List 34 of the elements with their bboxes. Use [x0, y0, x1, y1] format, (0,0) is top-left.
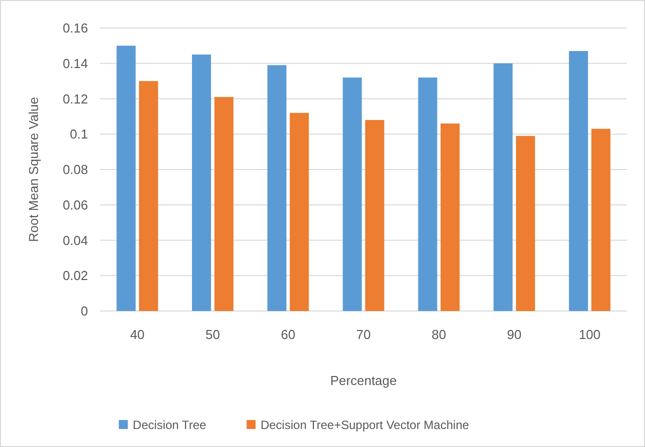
x-tick-label: 50 [205, 327, 220, 342]
bar [214, 96, 234, 311]
y-tick-label: 0.14 [62, 56, 88, 71]
bar [139, 81, 158, 311]
x-tick-label: 100 [578, 327, 601, 342]
bar [116, 46, 136, 311]
y-tick-label: 0 [80, 304, 88, 319]
bar [267, 65, 286, 311]
bar [494, 63, 513, 311]
bar [365, 120, 384, 311]
bar [192, 54, 212, 311]
x-tick-label: 70 [356, 327, 371, 342]
x-tick-label: 90 [507, 327, 522, 342]
x-tick-label: 60 [280, 327, 296, 342]
bar [418, 78, 438, 311]
y-tick-label: 0.04 [62, 232, 88, 248]
bar [516, 136, 536, 311]
y-tick-label: 0.1 [70, 126, 88, 142]
y-tick-label: 0.12 [62, 91, 88, 106]
y-axis-title: Root Mean Square Value [26, 96, 41, 242]
x-tick-label: 40 [130, 327, 145, 342]
y-tick-label: 0.06 [62, 197, 88, 212]
legend-label: Decision Tree [132, 418, 206, 432]
bar [591, 128, 610, 311]
bar [290, 112, 309, 311]
bar [568, 50, 588, 311]
bar [342, 78, 362, 311]
y-tick-label: 0.16 [62, 20, 88, 36]
y-tick-label: 0.08 [62, 162, 88, 178]
legend-label: Decision Tree+Support Vector Machine [260, 418, 470, 432]
x-axis-title: Percentage [330, 373, 397, 388]
bar [440, 124, 460, 311]
x-tick-label: 80 [432, 327, 446, 342]
y-tick-label: 0.02 [62, 268, 88, 284]
